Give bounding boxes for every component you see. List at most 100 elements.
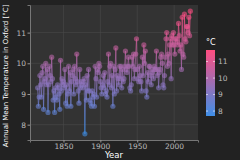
data-point (110, 73, 115, 78)
data-point (140, 55, 145, 60)
data-point (163, 36, 168, 41)
data-point (66, 64, 71, 69)
data-point (77, 67, 82, 72)
data-point (176, 21, 181, 26)
tick-label: 8 (21, 121, 26, 130)
colorbar-tick (206, 94, 208, 95)
plot-area (35, 9, 193, 137)
tick-label: 1950 (128, 142, 147, 151)
data-point (133, 51, 138, 56)
data-point (169, 76, 174, 81)
colorbar-tick (206, 61, 208, 62)
data-point (121, 76, 126, 81)
data-point (58, 58, 63, 63)
data-point (97, 64, 102, 69)
data-point (41, 107, 46, 112)
data-point (143, 48, 148, 53)
data-point (179, 67, 184, 72)
data-point (50, 76, 55, 81)
data-point (49, 55, 54, 60)
chart: 1850190019502000891011YearAnnual Mean Te… (0, 0, 240, 160)
data-point (178, 42, 183, 47)
data-point (160, 61, 165, 66)
data-point (109, 85, 114, 90)
data-point (84, 73, 89, 78)
data-point (187, 33, 192, 38)
data-point (183, 39, 188, 44)
data-point (71, 91, 76, 96)
colorbar (206, 50, 215, 116)
data-point (96, 70, 101, 75)
tick-label: 1850 (54, 142, 73, 151)
data-point (166, 61, 171, 66)
data-point (82, 131, 87, 136)
tick-mark (28, 94, 31, 95)
data-point (47, 64, 52, 69)
data-point (64, 82, 69, 87)
tick-label: 2000 (165, 142, 184, 151)
grid-line-x (63, 5, 64, 140)
data-point (36, 104, 41, 109)
data-point (129, 82, 134, 87)
data-point (113, 45, 118, 50)
tick-label: 9 (21, 90, 26, 99)
data-point (164, 30, 169, 35)
data-point (54, 98, 59, 103)
grid-line-x (174, 5, 175, 140)
data-point (57, 107, 62, 112)
colorbar-label: 10 (218, 74, 228, 83)
data-point (110, 104, 115, 109)
data-point (161, 85, 166, 90)
data-point (83, 82, 88, 87)
data-point (74, 51, 79, 56)
data-point (138, 79, 143, 84)
data-point (68, 104, 73, 109)
grid (30, 5, 198, 140)
data-point (42, 76, 47, 81)
data-point (128, 88, 133, 93)
grid-line-y (30, 124, 198, 125)
data-point (142, 61, 147, 66)
data-point (141, 73, 146, 78)
tick-label: 10 (16, 59, 26, 68)
data-point (188, 9, 193, 14)
tick-mark (28, 33, 31, 34)
y-axis-title: Annual Mean Temperature in Oxford [°C] (2, 4, 10, 147)
data-point (104, 88, 109, 93)
tick: 8 (21, 121, 30, 130)
background (0, 0, 240, 160)
data-point (144, 94, 149, 99)
data-point (52, 110, 57, 115)
data-point (181, 55, 186, 60)
data-point (184, 24, 189, 29)
colorbar-tick (206, 111, 208, 112)
tick-mark (28, 63, 31, 64)
tick-mark (28, 125, 31, 126)
data-line (38, 11, 191, 134)
data-point (157, 67, 162, 72)
tick: 11 (16, 29, 30, 38)
colorbar-tick (213, 78, 215, 79)
data-point (76, 101, 81, 106)
data-point (137, 64, 142, 69)
x-axis-title: Year (104, 150, 124, 160)
data-point (39, 94, 44, 99)
data-point (114, 88, 119, 93)
data-point (67, 88, 72, 93)
colorbar-label: 11 (218, 57, 228, 66)
data-point (104, 94, 109, 99)
data-point (185, 24, 190, 29)
data-point (177, 33, 182, 38)
data-point (162, 73, 167, 78)
data-point (154, 48, 159, 53)
colorbar-tick (213, 111, 215, 112)
grid-line-y (30, 63, 198, 64)
data-point (182, 12, 187, 17)
tick: 2000 (165, 140, 184, 151)
data-point (124, 70, 129, 75)
data-point (102, 70, 107, 75)
data-point (172, 51, 177, 56)
tick: 1950 (128, 140, 147, 151)
data-point (106, 51, 111, 56)
tick: 9 (21, 90, 30, 99)
